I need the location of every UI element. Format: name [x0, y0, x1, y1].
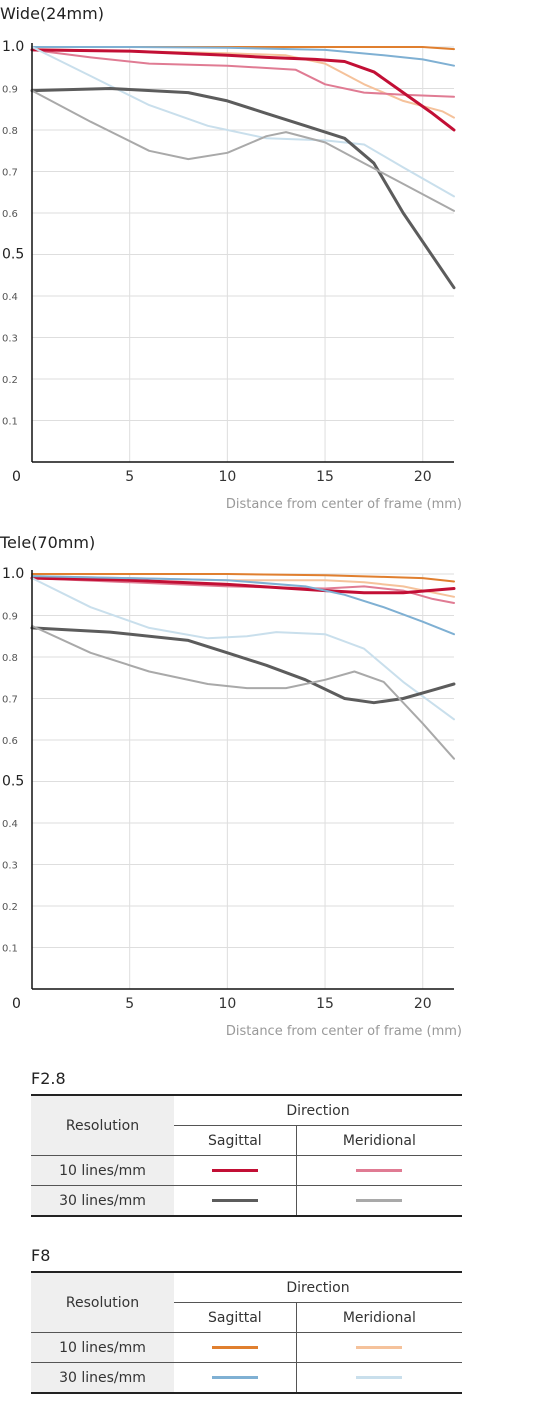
- direction-header: Direction: [174, 1094, 462, 1126]
- series-line: [31, 577, 455, 604]
- y-tick-label: 0.4: [2, 292, 18, 303]
- resolution-label: 30 lines/mm: [31, 1362, 174, 1394]
- wide-chart-plot: 0 0.1 0.2 0.3 0.4 0.5 0.6 0.7 0.8 0.9 1.0 5 10 15 20 Di…: [2, 39, 462, 512]
- x-tick-label: 5: [125, 996, 134, 1012]
- meridional-header: Meridional: [296, 1125, 462, 1156]
- resolution-label: 10 lines/mm: [31, 1155, 174, 1186]
- y-tick-label: 0.1: [2, 417, 18, 428]
- wide-chart: Wide(24mm) 0 0.1 0.2 0.3 0.4 0.5 0.6 0.7 0.8 0.9 1…: [0, 0, 552, 520]
- series-line: [30, 626, 456, 705]
- legend-row: 10 lines/mm: [31, 1332, 462, 1363]
- y-tick-label: 0.6: [2, 736, 18, 747]
- chart-title: Tele(70mm): [0, 533, 96, 552]
- y-tick-label: 1.0: [2, 39, 24, 55]
- series-line: [30, 87, 456, 290]
- legend-f8: F8 Resolution Direction Sagittal Meridio…: [31, 1246, 463, 1394]
- y-tick-label: 0.9: [2, 612, 18, 623]
- tele-chart: Tele(70mm) 0 0.1 0.2 0.3 0.4 0.5 0.6 0.7 0.8 0.9 1…: [0, 527, 552, 1047]
- y-tick-label: 0.2: [2, 375, 18, 386]
- legend-row: 30 lines/mm: [31, 1362, 462, 1394]
- legend-table: Resolution Direction Sagittal Meridional…: [31, 1271, 462, 1394]
- y-tick-label: 0.5: [2, 774, 24, 790]
- x-tick-label: 20: [414, 469, 432, 485]
- y-tick-label: 0.1: [2, 944, 18, 955]
- direction-header: Direction: [174, 1271, 462, 1303]
- series-line: [31, 89, 455, 212]
- series-line: [31, 575, 455, 636]
- y-tick-label: 0.2: [2, 902, 18, 913]
- resolution-label: 30 lines/mm: [31, 1185, 174, 1217]
- legend-title: F2.8: [31, 1069, 66, 1088]
- y-tick-label: 0: [12, 469, 21, 485]
- y-tick-label: 0.7: [2, 168, 18, 179]
- series-line: [31, 577, 455, 721]
- sagittal-header: Sagittal: [174, 1125, 297, 1156]
- y-tick-label: 0: [12, 996, 21, 1012]
- swatch-meridional: [356, 1169, 403, 1172]
- swatch-meridional: [356, 1376, 403, 1379]
- series-line: [31, 46, 455, 198]
- swatch-meridional: [356, 1199, 403, 1202]
- swatch-sagittal: [211, 1199, 258, 1202]
- x-tick-label: 5: [125, 469, 134, 485]
- meridional-header: Meridional: [296, 1302, 462, 1333]
- y-tick-label: 0.8: [2, 126, 18, 137]
- swatch-meridional: [356, 1346, 403, 1349]
- x-axis-label: Distance from center of frame (mm): [226, 497, 462, 512]
- x-tick-label: 10: [218, 996, 236, 1012]
- resolution-header: Resolution: [31, 1271, 174, 1333]
- swatch-sagittal: [211, 1346, 258, 1349]
- y-tick-label: 0.3: [2, 861, 18, 872]
- x-tick-label: 15: [316, 469, 334, 485]
- y-tick-label: 0.7: [2, 695, 18, 706]
- legend-row: 30 lines/mm: [31, 1185, 462, 1217]
- x-tick-label: 15: [316, 996, 334, 1012]
- tele-chart-plot: 0 0.1 0.2 0.3 0.4 0.5 0.6 0.7 0.8 0.9 1.0 5 10 15 20 Di…: [2, 566, 462, 1039]
- y-tick-label: 0.9: [2, 85, 18, 96]
- series-line: [30, 48, 456, 132]
- swatch-sagittal: [211, 1169, 258, 1172]
- y-tick-label: 0.8: [2, 653, 18, 664]
- legend-table: Resolution Direction Sagittal Meridional…: [31, 1094, 462, 1217]
- series-line: [31, 46, 455, 67]
- legend-f28: F2.8 Resolution Direction Sagittal Merid…: [31, 1069, 463, 1217]
- legend-row: 10 lines/mm: [31, 1155, 462, 1186]
- swatch-sagittal: [211, 1376, 258, 1379]
- series-line: [31, 573, 455, 583]
- y-tick-label: 0.5: [2, 247, 24, 263]
- x-tick-label: 20: [414, 996, 432, 1012]
- y-tick-label: 1.0: [2, 566, 24, 582]
- resolution-label: 10 lines/mm: [31, 1332, 174, 1363]
- chart-title: Wide(24mm): [0, 4, 104, 23]
- series-line: [31, 624, 455, 760]
- resolution-header: Resolution: [31, 1094, 174, 1156]
- x-tick-label: 10: [218, 469, 236, 485]
- y-tick-label: 0.6: [2, 209, 18, 220]
- legend-title: F8: [31, 1246, 51, 1265]
- y-tick-label: 0.4: [2, 819, 18, 830]
- sagittal-header: Sagittal: [174, 1302, 297, 1333]
- y-tick-label: 0.3: [2, 334, 18, 345]
- x-axis-label: Distance from center of frame (mm): [226, 1024, 462, 1039]
- series-line: [31, 48, 455, 98]
